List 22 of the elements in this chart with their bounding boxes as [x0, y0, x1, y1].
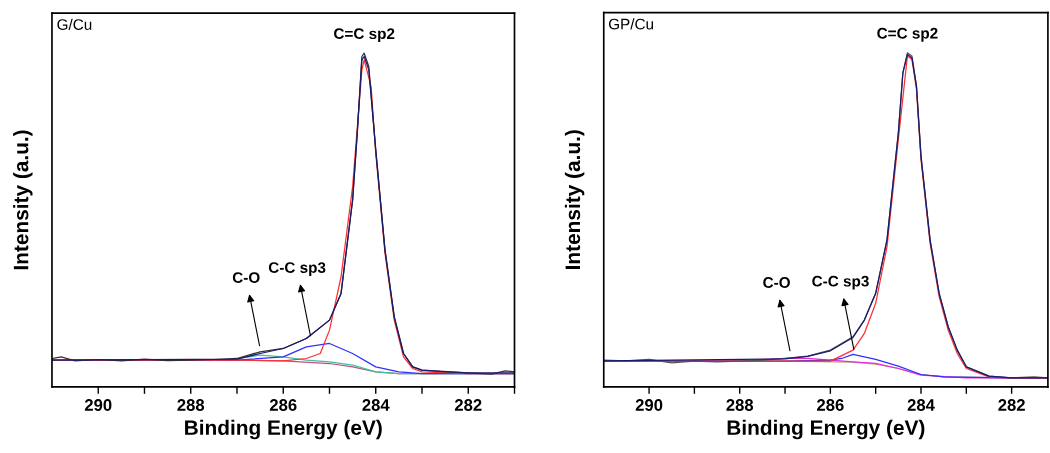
annotation: C=C sp2	[334, 28, 395, 43]
x-tick-label: 288	[177, 399, 205, 411]
x-tick-label: 288	[726, 399, 754, 411]
y-axis-title: Intensity (a.u.)	[13, 130, 33, 270]
text: GP/Cu	[608, 18, 654, 30]
text: G/Cu	[57, 18, 92, 30]
y-axis-title: Intensity (a.u.)	[564, 130, 585, 269]
x-tick-label: 286	[817, 399, 844, 411]
annotation: C-O	[232, 272, 260, 283]
annotation: C=C sp2	[877, 27, 938, 42]
x-tick-label: 284	[907, 399, 935, 411]
x-tick-label: 284	[362, 399, 390, 411]
x-axis-title: Binding Energy (eV)	[727, 419, 925, 440]
annotation: C-C sp3	[268, 262, 326, 276]
x-tick-label: 282	[454, 399, 482, 411]
annotation: C-C sp3	[812, 275, 869, 290]
x-tick-label: 290	[84, 399, 112, 411]
x-axis-title: Binding Energy (eV)	[185, 419, 382, 440]
annotation: C-O	[763, 277, 790, 288]
x-tick-label: 286	[269, 399, 297, 411]
x-tick-label: 282	[998, 399, 1025, 411]
x-tick-label: 290	[635, 399, 663, 411]
